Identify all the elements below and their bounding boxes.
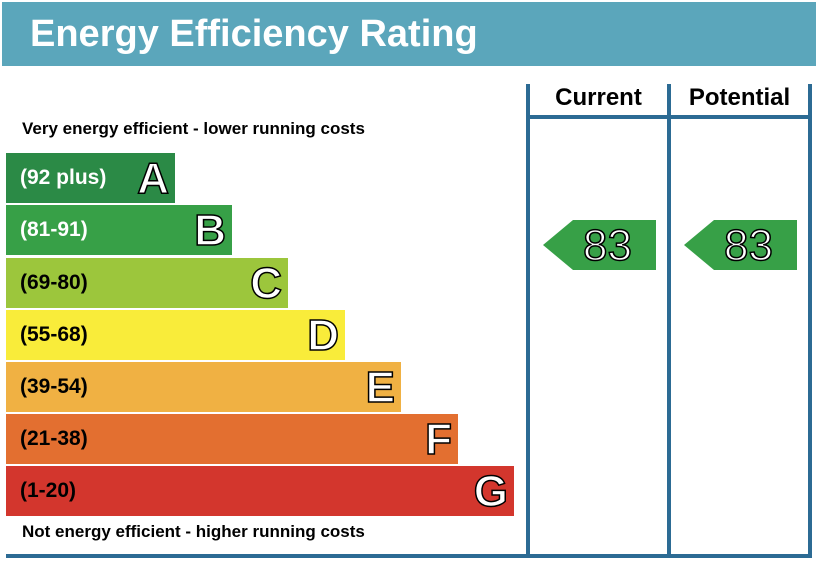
potential-rating-arrow: 83	[684, 220, 797, 271]
column-title-current: Current	[555, 84, 642, 111]
band-letter: E	[365, 362, 396, 413]
band-d: (55-68) D	[6, 310, 345, 361]
band-range-label: (1-20)	[20, 479, 77, 502]
page-title: Energy Efficiency Rating	[30, 13, 478, 55]
current-rating-value: 83	[582, 220, 632, 271]
band-range-label: (81-91)	[20, 218, 88, 241]
band-c: (69-80) C	[6, 258, 288, 309]
description-bottom: Not energy efficient - higher running co…	[22, 522, 365, 541]
potential-arrow-shape	[684, 220, 797, 270]
band-g: (1-20) G	[6, 466, 514, 517]
band-letter: B	[193, 205, 226, 256]
frame-line-header-bottom	[526, 115, 812, 119]
band-letter: G	[473, 466, 509, 517]
frame-line-divider	[667, 84, 671, 556]
band-range-label: (21-38)	[20, 427, 88, 450]
band-f: (21-38) F	[6, 414, 458, 465]
band-range-label: (55-68)	[20, 323, 88, 346]
band-letter: A	[136, 153, 169, 204]
band-letter: C	[249, 258, 282, 309]
band-range-label: (92 plus)	[20, 166, 107, 189]
frame-line-right	[808, 84, 812, 556]
band-b: (81-91) B	[6, 205, 232, 256]
frame-line-bottom	[6, 554, 812, 558]
frame-line-current-left	[526, 84, 530, 556]
current-arrow-shape	[543, 220, 656, 270]
band-range-label: (39-54)	[20, 375, 88, 398]
band-range-label: (69-80)	[20, 271, 88, 294]
band-a: (92 plus) A	[6, 153, 175, 204]
potential-rating-value: 83	[723, 220, 773, 271]
band-letter: F	[424, 414, 452, 465]
band-e: (39-54) E	[6, 362, 401, 413]
current-rating-arrow: 83	[543, 220, 656, 271]
band-letter: D	[306, 310, 339, 361]
header-bar: Energy Efficiency Rating	[2, 2, 816, 66]
description-top: Very energy efficient - lower running co…	[22, 119, 365, 138]
column-title-potential: Potential	[688, 84, 791, 111]
